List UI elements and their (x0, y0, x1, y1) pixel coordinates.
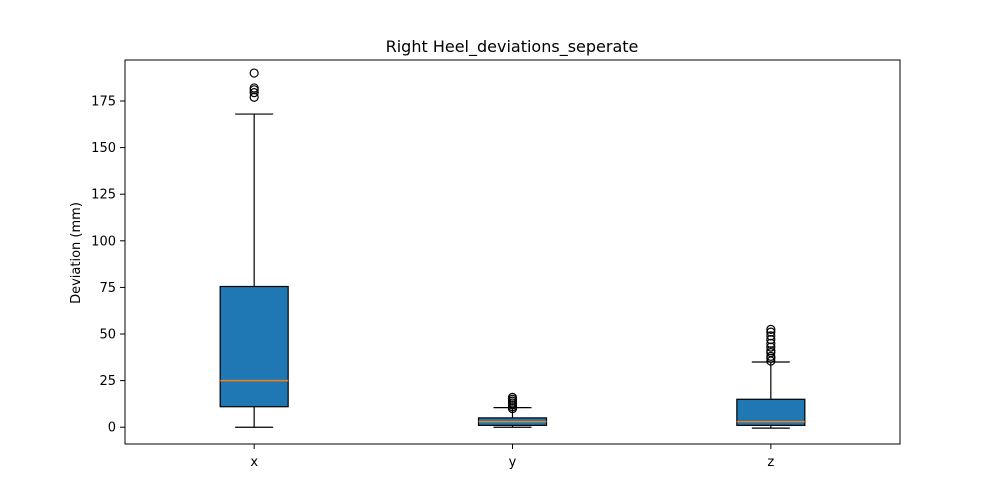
plot-area (219, 68, 806, 429)
outlier-point (507, 392, 518, 402)
outlier-point (766, 331, 776, 341)
y-tick-label: 75 (99, 281, 116, 296)
y-tick-label: 175 (91, 95, 116, 110)
iqr-box (219, 285, 289, 408)
box-group-y (477, 392, 548, 428)
outlier-point (766, 324, 776, 334)
y-tick-label: 50 (99, 328, 116, 343)
outlier-point (766, 351, 776, 361)
outlier-point (766, 327, 776, 337)
y-tick-label: 150 (91, 141, 116, 156)
outlier-point (249, 83, 259, 93)
x-tick-label-z: z (767, 455, 774, 470)
box-group-x (219, 68, 289, 428)
x-tick-label-x: x (250, 455, 258, 470)
y-tick-label: 0 (108, 421, 116, 436)
y-tick-label: 100 (91, 234, 116, 249)
outlier-point (249, 68, 259, 78)
box-group-z (736, 324, 806, 429)
x-tick-label-y: y (509, 455, 517, 470)
y-tick-label: 25 (99, 374, 116, 389)
chart-title: Right Heel_deviations_seperate (386, 37, 639, 57)
outlier-point (249, 92, 259, 102)
outlier-point (249, 88, 259, 98)
y-axis-label: Deviation (mm) (69, 202, 84, 304)
y-tick-label: 125 (91, 188, 116, 203)
